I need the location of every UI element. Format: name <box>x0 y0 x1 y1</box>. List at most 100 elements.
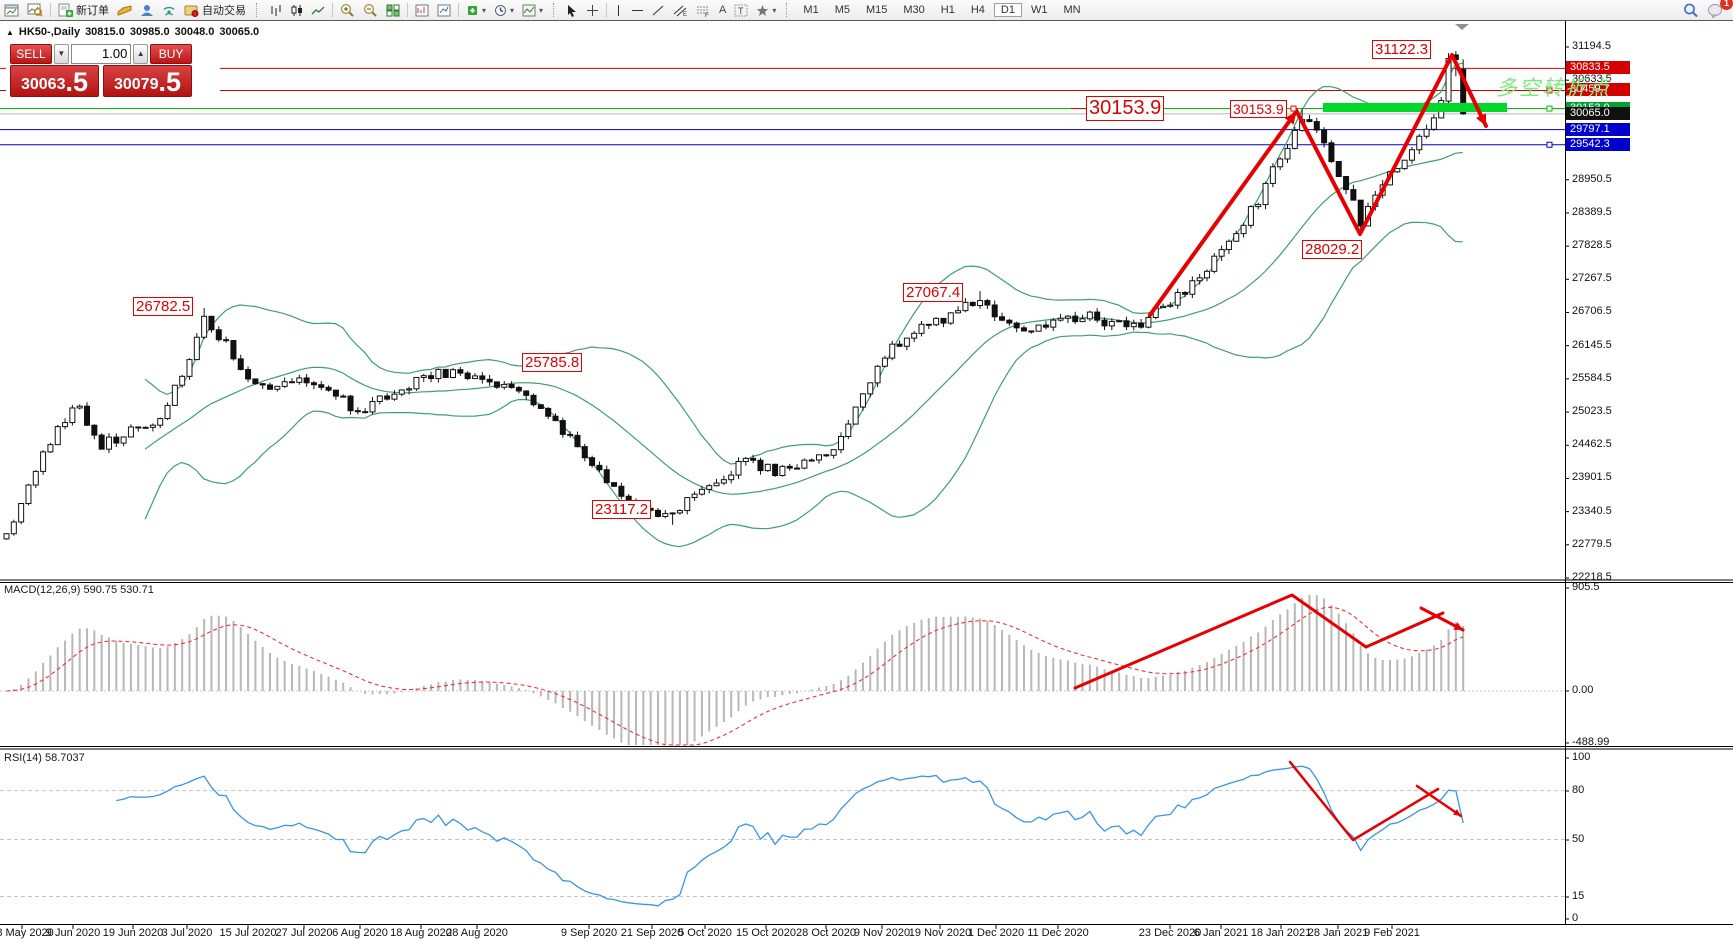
tile-windows-icon[interactable] <box>382 1 404 19</box>
date-label: 28 Aug 2020 <box>446 927 508 939</box>
fibonacci-tool-icon[interactable]: F <box>692 1 715 19</box>
horizontal-line-tool-icon[interactable] <box>627 1 648 19</box>
auto-trading-icon <box>184 5 199 17</box>
auto-trading-label: 自动交易 <box>202 5 246 17</box>
date-label: 21 Sep 2020 <box>620 927 684 939</box>
timeframe-menu-icon[interactable]: ▾ <box>490 1 518 19</box>
template-menu-icon[interactable]: ▾ <box>518 1 547 19</box>
new-order-button[interactable]: 新订单 <box>54 1 113 19</box>
label-tool-icon[interactable]: T <box>730 1 752 19</box>
price-annotation[interactable]: 27067.4 <box>903 283 964 303</box>
strategy-tester-icon[interactable] <box>433 1 455 19</box>
price-annotation[interactable]: 28029.2 <box>1302 240 1363 260</box>
macd-axis-tick: -488.99 <box>1572 736 1610 748</box>
price-tick: 23901.5 <box>1572 471 1612 484</box>
new-order-label: 新订单 <box>76 5 109 17</box>
price-badge: 29542.3 <box>1566 137 1630 151</box>
symbol-info: ▲ HK50-,Daily 30815.0 30985.0 30048.0 30… <box>6 26 259 38</box>
timeframe-W1[interactable]: W1 <box>1030 4 1048 16</box>
buy-button[interactable]: BUY <box>150 44 193 64</box>
timeframe-D1[interactable]: D1 <box>993 3 1022 17</box>
buy-price-dec: .5 <box>158 67 182 97</box>
price-tick: 28389.5 <box>1572 205 1612 218</box>
timeframe-M5[interactable]: M5 <box>834 4 850 16</box>
signal-icon[interactable] <box>158 1 180 19</box>
trend-arrow <box>1288 760 1440 842</box>
price-badge: 30459.7 <box>1566 83 1630 97</box>
timeframe-H1[interactable]: H1 <box>940 4 955 16</box>
price-annotation[interactable]: 25785.8 <box>522 353 583 373</box>
timeframe-M30[interactable]: M30 <box>903 4 925 16</box>
price-annotation[interactable]: 30153.9 <box>1086 96 1165 121</box>
buy-price-int: 30079 <box>113 76 159 93</box>
rsi-axis-tick: 15 <box>1572 890 1585 902</box>
one-click-trading-panel: SELL ▼ 1.00 ▲ BUY 30063 .5 30079 .5 <box>10 44 193 97</box>
price-annotation[interactable]: 30153.9 <box>1230 100 1287 119</box>
metaeditor-icon[interactable] <box>113 1 136 19</box>
price-tick: 24462.5 <box>1572 438 1612 451</box>
timeframe-bar: M1 M5 M15 M30 H1 H4 D1 W1 MN <box>795 3 1088 17</box>
price-tick: 27267.5 <box>1572 272 1612 285</box>
search-icon[interactable] <box>1679 1 1703 19</box>
date-label: 19 Jun 2020 <box>102 927 164 939</box>
add-indicator-icon[interactable]: ▾ <box>462 1 490 19</box>
auto-trading-button[interactable]: 自动交易 <box>180 1 250 19</box>
crosshair-tool-icon[interactable] <box>582 1 603 19</box>
timeframe-H4[interactable]: H4 <box>970 4 985 16</box>
trend-arrow <box>1415 784 1463 818</box>
notifications-icon[interactable]: 1 <box>1703 0 1733 19</box>
notification-count-badge: 1 <box>1720 0 1733 10</box>
volume-up-button[interactable]: ▲ <box>133 44 149 64</box>
line-chart-mode-icon[interactable] <box>307 1 329 19</box>
text-tool-icon[interactable]: A <box>719 4 727 16</box>
candlestick-mode-icon[interactable] <box>286 1 307 19</box>
chart-canvas[interactable] <box>0 21 1733 944</box>
zoom-out-icon[interactable] <box>359 1 382 19</box>
chart-profiles-icon[interactable] <box>23 1 47 19</box>
date-label: 28 Jan 2021 <box>1307 927 1369 939</box>
date-label: 9 Nov 2020 <box>853 927 911 939</box>
timeframe-MN[interactable]: MN <box>1063 4 1081 16</box>
volume-down-button[interactable]: ▼ <box>53 44 69 64</box>
shapes-tool-icon[interactable]: ▾ <box>752 1 780 19</box>
macd-axis-tick: 905.5 <box>1572 581 1600 593</box>
data-window-icon[interactable] <box>411 1 433 19</box>
toolbar: 新订单 自动交易 ▾ ▾ ▾ E F A T ▾ <box>0 0 1733 21</box>
price-annotation[interactable]: 23117.2 <box>592 500 652 520</box>
buy-price[interactable]: 30079 .5 <box>103 65 192 97</box>
price-tick: 26706.5 <box>1572 305 1612 318</box>
sell-button[interactable]: SELL <box>10 44 52 64</box>
date-label: 27 Jul 2020 <box>275 927 333 939</box>
bar-chart-mode-icon[interactable] <box>265 1 286 19</box>
timeframe-M1[interactable]: M1 <box>803 4 819 16</box>
channel-tool-icon[interactable]: E <box>669 1 692 19</box>
decision-zone-bar <box>1323 103 1507 112</box>
sell-price[interactable]: 30063 .5 <box>10 65 99 97</box>
new-chart-icon[interactable] <box>0 1 23 19</box>
price-badge: 30833.5 <box>1566 61 1630 75</box>
community-icon[interactable] <box>136 1 158 19</box>
price-badge: 30065.0 <box>1566 106 1630 120</box>
trend-arrow <box>1148 110 1298 317</box>
volume-input[interactable]: 1.00 <box>70 44 132 64</box>
sell-price-dec: .5 <box>65 67 89 97</box>
vertical-line-tool-icon[interactable] <box>610 1 627 19</box>
svg-text:F: F <box>705 13 709 17</box>
rsi-axis-tick: 0 <box>1572 912 1579 924</box>
price-annotation[interactable]: 31122.3 <box>1372 40 1432 60</box>
trendline-tool-icon[interactable] <box>648 1 669 19</box>
cursor-tool-icon[interactable] <box>562 1 582 19</box>
zone-label[interactable]: 多空转折点 <box>1496 77 1611 100</box>
date-label: 9 Jun 2020 <box>45 927 101 939</box>
date-label: 9 Feb 2021 <box>1364 927 1420 939</box>
new-order-icon <box>58 3 73 17</box>
one-click-toggle[interactable]: ▲ <box>6 27 14 37</box>
price-tick: 23340.5 <box>1572 504 1612 517</box>
price-tick: 27828.5 <box>1572 239 1612 252</box>
macd-axis-tick: 0.00 <box>1572 684 1594 696</box>
zoom-in-icon[interactable] <box>336 1 359 19</box>
rsi-axis-tick: 100 <box>1572 751 1591 763</box>
price-annotation[interactable]: 26782.5 <box>133 297 194 317</box>
timeframe-M15[interactable]: M15 <box>865 4 888 16</box>
